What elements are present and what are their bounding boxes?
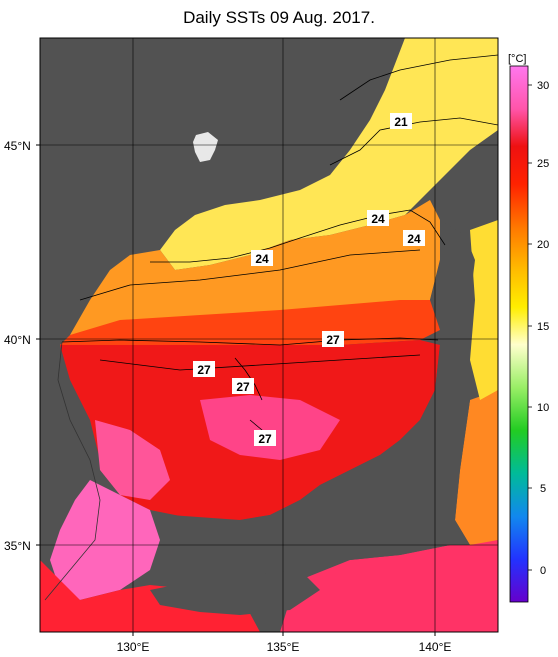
contour-label-21: 21 [394,115,408,129]
contour-label-box-27a [322,331,344,347]
contour-label-27d: 27 [258,432,272,446]
colorbar-tick-15: 15 [537,321,549,333]
map-panel: 21 24 24 24 27 27 27 27 [40,38,498,632]
contour-label-24c: 24 [255,252,269,266]
colorbar-ticks [528,84,532,571]
lat-label-40: 40°N [4,333,31,347]
lat-label-45: 45°N [4,139,31,153]
colorbar-unit: [°C] [508,53,526,65]
colorbar-tick-25: 25 [537,158,549,170]
map-title: Daily SSTs 09 Aug. 2017. [183,8,375,27]
axis-ticks [36,144,436,636]
sea-pink-sw [50,480,160,600]
sea-pink-center [200,395,340,460]
contour-label-box-24b [403,230,425,246]
land-honshu [160,340,470,560]
contour-label-box-27c [232,378,254,394]
contour-label-27b: 27 [197,363,211,377]
contour-label-box-24c [251,250,273,266]
contour-label-24b: 24 [407,232,421,246]
colorbar-tick-5: 5 [540,483,546,495]
contour-thin-1 [79,249,421,301]
sea-pink-west [95,420,170,500]
colorbar: [°C] 30 25 20 15 10 5 0 [508,53,549,603]
contour-27-b [234,357,263,401]
contour-label-box-27b [193,361,215,377]
lon-label-130: 130°E [117,640,150,654]
contour-thin-3 [339,54,498,101]
contour-label-group: 21 24 24 24 27 27 27 27 [193,113,425,446]
contour-27 [61,337,439,346]
contour-label-27a: 27 [326,333,340,347]
lon-label-140: 140°E [419,640,452,654]
sea-pacific-east [455,390,498,545]
sea-north-yellow [160,38,498,270]
land-kyushu-shikoku [150,570,320,615]
land-hokkaido [430,220,475,320]
lake-khanka [193,132,218,162]
lon-label-135: 135°E [267,640,300,654]
coast-korea [44,341,101,601]
sea-mid-red [60,300,440,345]
contour-label-27c: 27 [236,380,250,394]
map-border [39,37,499,633]
colorbar-tick-30: 30 [537,80,549,92]
contour-label-box-21 [390,113,412,129]
lat-label-35: 35°N [4,539,31,553]
colorbar-tick-20: 20 [537,239,549,251]
contour-label-box-27d [254,430,276,446]
contour-thin-2 [99,354,421,371]
colorbar-gradient [509,65,529,603]
colorbar-tick-10: 10 [537,402,549,414]
sea-pacific-northeast [470,220,498,400]
sea-southwest-red [40,560,260,632]
colorbar-tick-0: 0 [540,565,546,577]
graticule [40,38,498,632]
contour-label-box-24a [367,210,389,226]
contour-24-a [150,209,446,263]
contour-label-24a: 24 [371,212,385,226]
sea-pacific-south [280,540,498,632]
